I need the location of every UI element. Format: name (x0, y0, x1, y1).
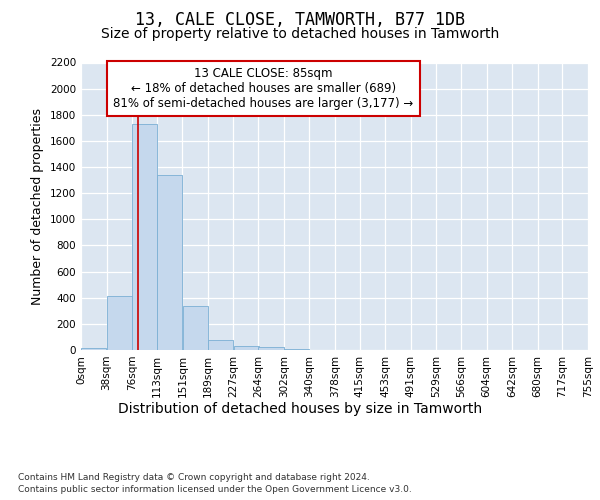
Text: Contains HM Land Registry data © Crown copyright and database right 2024.: Contains HM Land Registry data © Crown c… (18, 472, 370, 482)
Text: 13, CALE CLOSE, TAMWORTH, B77 1DB: 13, CALE CLOSE, TAMWORTH, B77 1DB (135, 11, 465, 29)
Bar (157, 175, 182, 350)
Bar (208, 340, 233, 350)
Y-axis label: Number of detached properties: Number of detached properties (31, 108, 44, 304)
Text: Size of property relative to detached houses in Tamworth: Size of property relative to detached ho… (101, 27, 499, 41)
Bar (233, 346, 259, 350)
Text: Contains public sector information licensed under the Open Government Licence v3: Contains public sector information licen… (18, 485, 412, 494)
Bar (132, 124, 157, 350)
Bar (81, 348, 106, 350)
Text: Distribution of detached houses by size in Tamworth: Distribution of detached houses by size … (118, 402, 482, 416)
Bar (182, 306, 208, 350)
Bar (107, 296, 132, 350)
Bar (259, 348, 284, 350)
Text: 13 CALE CLOSE: 85sqm
← 18% of detached houses are smaller (689)
81% of semi-deta: 13 CALE CLOSE: 85sqm ← 18% of detached h… (113, 67, 413, 110)
